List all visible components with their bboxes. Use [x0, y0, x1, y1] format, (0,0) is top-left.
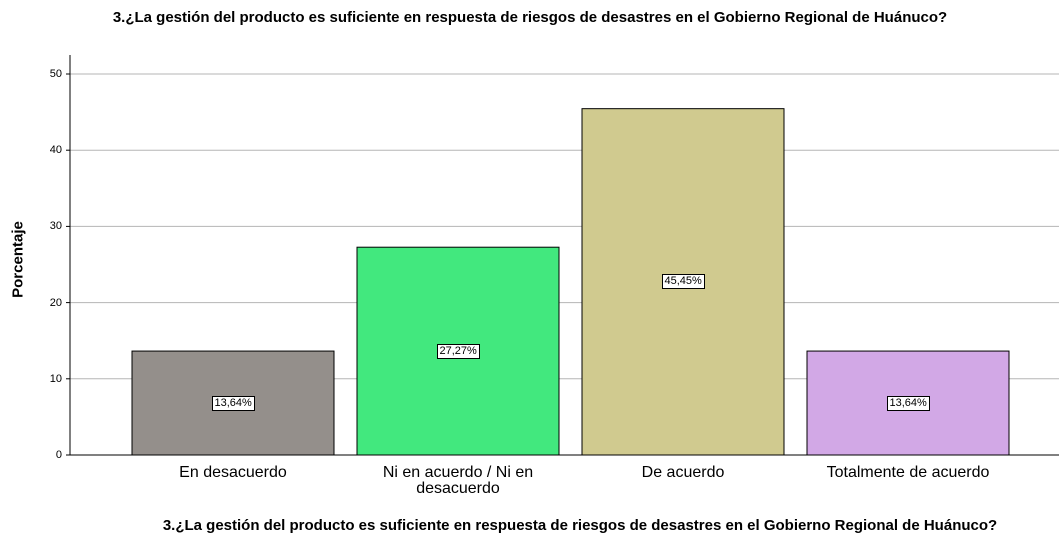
y-axis-title: Porcentaje [9, 221, 27, 298]
x-tick-label: Totalmente de acuerdo [826, 464, 990, 481]
y-tick-label: 20 [49, 296, 62, 309]
chart-title: 3.¿La gestión del producto es suficiente… [112, 9, 948, 26]
x-tick-label: De acuerdo [641, 464, 725, 481]
x-tick-label: En desacuerdo [179, 464, 287, 481]
y-tick-label: 10 [49, 372, 62, 385]
y-tick-label: 0 [55, 449, 62, 461]
y-tick-label: 50 [49, 68, 62, 80]
value-label: 45,45% [661, 274, 705, 290]
value-label: 13,64% [211, 395, 255, 411]
x-tick-label: Ni en acuerdo / Ni en desacuerdo [382, 464, 534, 497]
value-label: 13,64% [886, 395, 930, 411]
y-tick-label: 30 [49, 220, 62, 233]
value-label: 27,27% [436, 343, 480, 359]
y-tick-label: 40 [49, 144, 62, 157]
x-axis-title: 3.¿La gestión del producto es suficiente… [162, 517, 998, 534]
